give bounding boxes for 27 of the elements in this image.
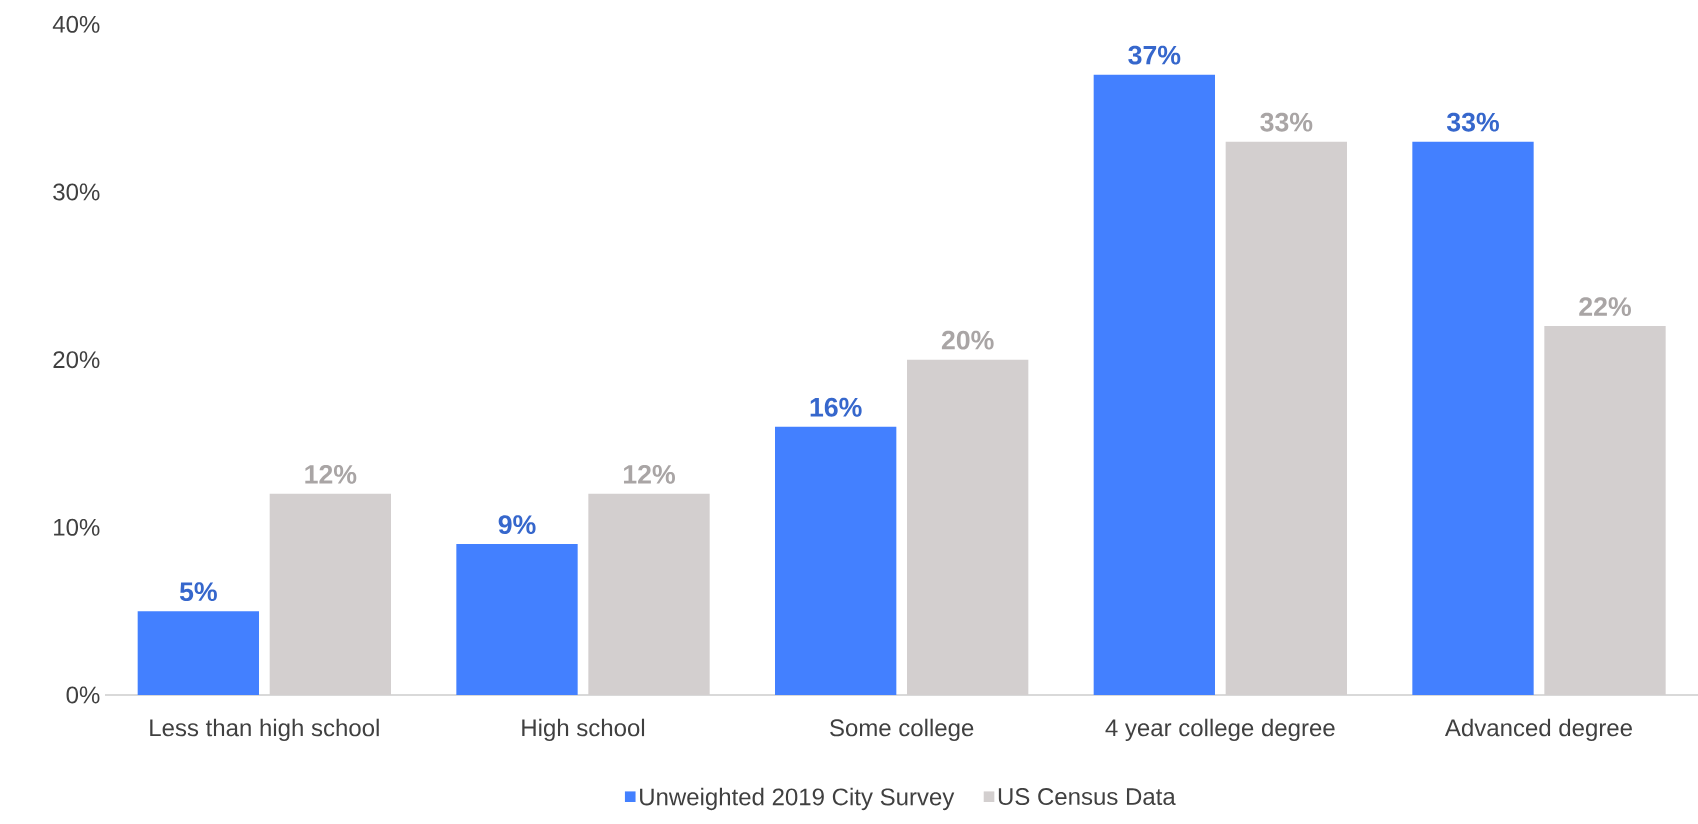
- bar: [1093, 74, 1215, 695]
- bar: [1412, 141, 1534, 695]
- bar: [456, 544, 578, 695]
- legend-label: US Census Data: [998, 788, 1176, 806]
- x-tick-label: Some college: [830, 718, 974, 742]
- data-label: 20%: [941, 330, 994, 350]
- data-label: 37%: [1128, 45, 1181, 65]
- data-label: 12%: [305, 464, 357, 484]
- bar: [137, 611, 260, 695]
- data-label: 9%: [498, 515, 536, 535]
- y-tick-label: 0%: [66, 686, 100, 704]
- data-label: 16%: [810, 397, 862, 417]
- data-label: 22%: [1579, 297, 1631, 317]
- data-label: 33%: [1260, 112, 1313, 132]
- x-tick-label: High school: [522, 718, 645, 742]
- x-tick-label: 4 year college degree: [1105, 718, 1335, 742]
- data-label: 33%: [1446, 112, 1499, 132]
- legend-label: Unweighted 2019 City Survey: [640, 787, 955, 811]
- bar: [775, 426, 897, 695]
- y-tick-label: 30%: [53, 183, 100, 201]
- x-tick-label: Advanced degree: [1444, 718, 1632, 742]
- data-label: 12%: [624, 464, 675, 484]
- y-tick-label: 10%: [54, 518, 100, 536]
- x-tick-label: Less than high school: [150, 718, 379, 742]
- y-tick-label: 40%: [52, 15, 100, 33]
- data-label: 5%: [179, 582, 217, 602]
- y-tick-label: 20%: [53, 351, 100, 369]
